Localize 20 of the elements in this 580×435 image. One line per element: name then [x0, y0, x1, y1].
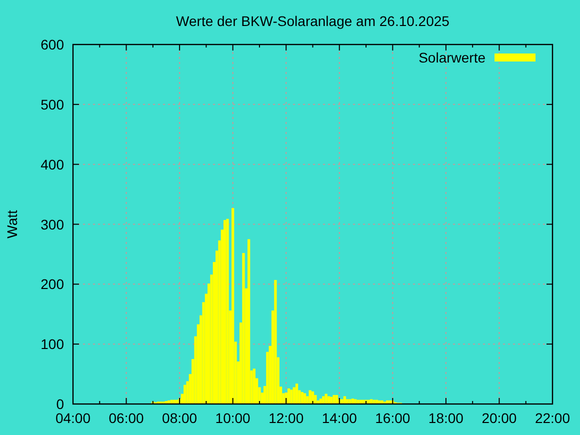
x-tick-label: 16:00: [375, 410, 410, 426]
x-tick-label: 04:00: [55, 410, 91, 426]
y-tick-label: 300: [40, 216, 64, 232]
x-tick-label: 10:00: [215, 410, 251, 426]
y-tick-label: 500: [40, 96, 64, 112]
y-tick-label: 200: [40, 276, 64, 292]
y-tick-label: 0: [56, 396, 64, 412]
x-tick-label: 22:00: [534, 410, 570, 426]
x-tick-label: 08:00: [162, 410, 198, 426]
x-tick-label: 20:00: [482, 410, 517, 426]
y-axis-title: Watt: [4, 210, 20, 238]
x-tick-label: 18:00: [428, 410, 464, 426]
y-tick-label: 100: [40, 336, 64, 352]
x-tick-label: 14:00: [322, 410, 358, 426]
chart-title: Werte der BKW-Solaranlage am 26.10.2025: [176, 13, 450, 29]
x-tick-label: 06:00: [108, 410, 144, 426]
y-tick-label: 400: [40, 156, 64, 172]
y-tick-label: 600: [40, 36, 64, 52]
legend-label: Solarwerte: [418, 50, 486, 66]
x-tick-label: 12:00: [268, 410, 304, 426]
